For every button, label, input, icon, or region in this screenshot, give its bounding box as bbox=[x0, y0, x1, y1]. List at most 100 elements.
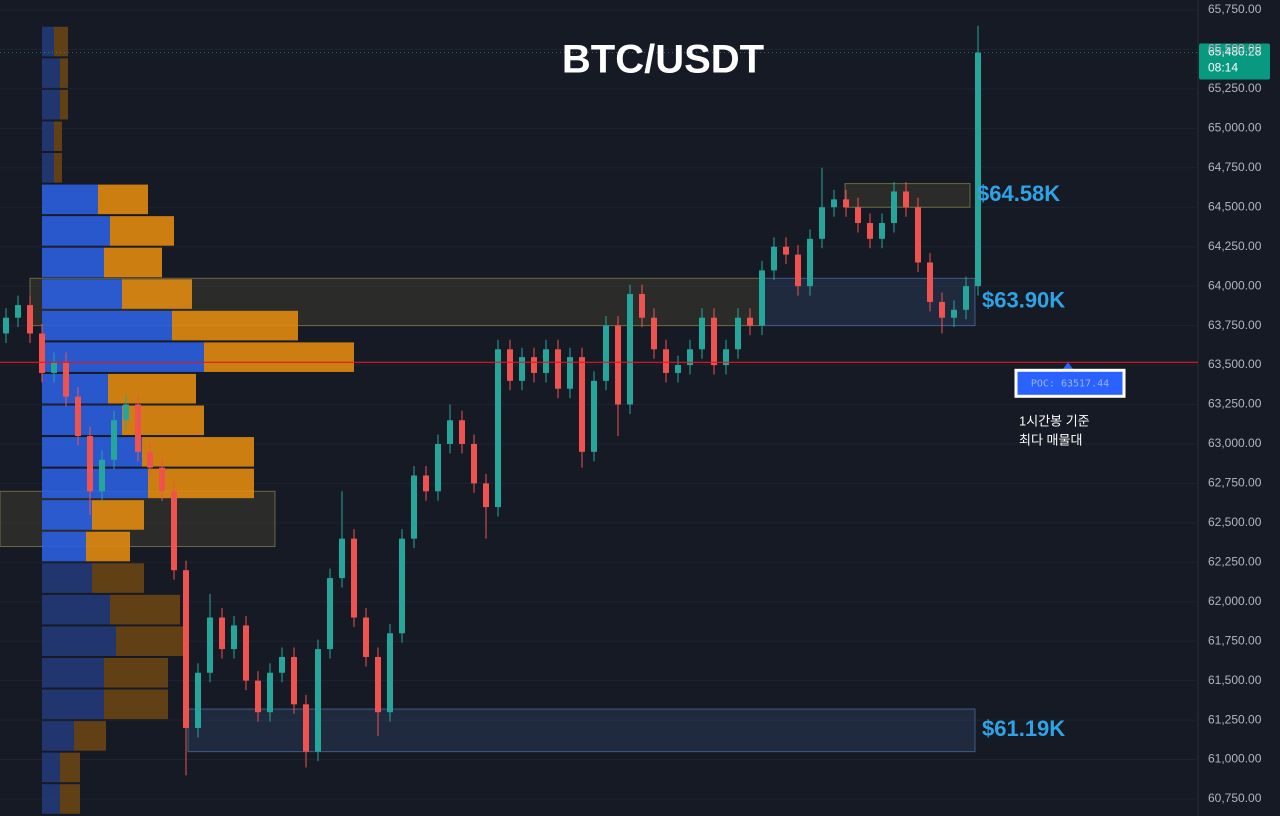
profile-sell bbox=[92, 563, 144, 593]
profile-sell bbox=[104, 657, 168, 688]
profile-buy bbox=[42, 184, 98, 215]
profile-sell bbox=[142, 437, 254, 467]
candle-body bbox=[243, 625, 249, 681]
y-tick-label: 61,500.00 bbox=[1208, 673, 1262, 687]
profile-sell bbox=[204, 342, 354, 372]
candle-body bbox=[507, 349, 513, 381]
candle-body bbox=[375, 656, 381, 713]
last-price-label: 65,480.28 bbox=[1208, 45, 1262, 59]
candle-body bbox=[807, 238, 813, 287]
profile-sell bbox=[116, 626, 186, 656]
candle-body bbox=[447, 420, 453, 444]
y-tick-label: 63,500.00 bbox=[1208, 357, 1262, 371]
candle-body bbox=[99, 459, 105, 492]
y-tick-label: 62,750.00 bbox=[1208, 476, 1262, 490]
candle-body bbox=[207, 617, 213, 673]
candle-body bbox=[39, 333, 45, 373]
candle-body bbox=[459, 420, 465, 444]
profile-buy bbox=[42, 279, 122, 309]
candle-body bbox=[603, 325, 609, 381]
candle-body bbox=[687, 349, 693, 366]
candle-body bbox=[15, 305, 21, 318]
zone-label: $63.90K bbox=[982, 288, 1065, 313]
candle-body bbox=[663, 349, 669, 373]
profile-sell bbox=[104, 689, 168, 720]
candle-body bbox=[423, 475, 429, 492]
candle-body bbox=[471, 443, 477, 484]
profile-buy bbox=[42, 153, 54, 183]
candle-body bbox=[591, 380, 597, 452]
candle-body bbox=[111, 420, 117, 460]
profile-sell bbox=[60, 89, 68, 120]
candle-body bbox=[255, 680, 261, 713]
profile-buy bbox=[42, 89, 60, 120]
y-tick-label: 64,500.00 bbox=[1208, 199, 1262, 213]
chart-title: BTC/USDT bbox=[562, 38, 764, 82]
profile-sell bbox=[60, 58, 68, 88]
candle-body bbox=[843, 199, 849, 208]
candle-body bbox=[831, 199, 837, 208]
y-tick-label: 63,750.00 bbox=[1208, 318, 1262, 332]
profile-buy bbox=[42, 594, 110, 625]
candle-body bbox=[339, 538, 345, 579]
candle-body bbox=[195, 672, 201, 728]
y-tick-label: 64,000.00 bbox=[1208, 278, 1262, 292]
zone bbox=[759, 277, 976, 327]
candle-body bbox=[567, 357, 573, 389]
candle-body bbox=[219, 617, 225, 650]
profile-sell bbox=[122, 405, 204, 436]
profile-sell bbox=[74, 721, 106, 751]
profile-sell bbox=[110, 594, 180, 625]
candle-body bbox=[639, 294, 645, 318]
profile-buy bbox=[42, 500, 92, 530]
candle-body bbox=[783, 246, 789, 255]
candle-body bbox=[759, 270, 765, 326]
y-tick-label: 65,000.00 bbox=[1208, 121, 1262, 135]
y-tick-label: 62,000.00 bbox=[1208, 594, 1262, 608]
profile-buy bbox=[42, 721, 74, 751]
candle-body bbox=[699, 317, 705, 350]
poc-pointer bbox=[1062, 362, 1074, 371]
profile-sell bbox=[60, 752, 80, 783]
candle-body bbox=[867, 223, 873, 239]
candle-body bbox=[963, 286, 969, 310]
y-tick-label: 64,250.00 bbox=[1208, 239, 1262, 253]
candle-body bbox=[267, 672, 273, 713]
zone-label: $61.19K bbox=[982, 716, 1065, 741]
candle-body bbox=[75, 396, 81, 437]
candle-body bbox=[135, 404, 141, 452]
candle-body bbox=[951, 309, 957, 318]
zone-label: $64.58K bbox=[977, 181, 1060, 206]
candle-body bbox=[531, 357, 537, 373]
candle-body bbox=[351, 538, 357, 618]
profile-buy bbox=[42, 216, 110, 246]
y-tick-label: 63,000.00 bbox=[1208, 436, 1262, 450]
profile-buy bbox=[42, 784, 60, 814]
last-price-tag bbox=[1199, 43, 1270, 80]
candle-body bbox=[927, 262, 933, 302]
candle-body bbox=[183, 570, 189, 728]
profile-buy bbox=[42, 752, 60, 783]
candle-body bbox=[363, 617, 369, 657]
candle-body bbox=[315, 649, 321, 752]
profile-sell bbox=[148, 468, 254, 499]
candle-body bbox=[495, 349, 501, 508]
profile-sell bbox=[98, 184, 148, 215]
candle-body bbox=[855, 207, 861, 224]
profile-buy bbox=[42, 121, 54, 152]
candle-body bbox=[771, 246, 777, 271]
profile-sell bbox=[92, 500, 144, 530]
profile-buy bbox=[42, 247, 104, 278]
candle-body bbox=[303, 704, 309, 752]
annotation: 최다 매물대 bbox=[1019, 432, 1082, 447]
annotation: 1시간봉 기준 bbox=[1019, 413, 1090, 428]
profile-buy bbox=[42, 626, 116, 656]
y-tick-label: 62,500.00 bbox=[1208, 515, 1262, 529]
candle-body bbox=[51, 361, 57, 373]
candle-body bbox=[387, 633, 393, 713]
candle-body bbox=[795, 254, 801, 287]
profile-buy bbox=[42, 657, 104, 688]
y-tick-label: 65,500.00 bbox=[1208, 42, 1262, 56]
